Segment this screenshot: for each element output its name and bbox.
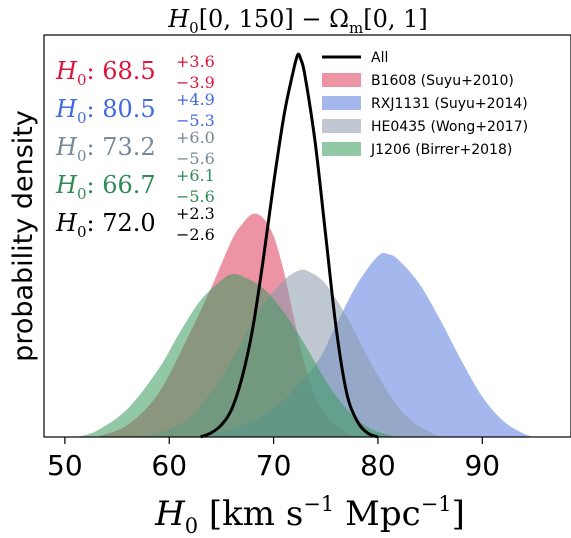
- svg-text:+3.6: +3.6: [176, 52, 215, 71]
- x-axis-ticks: 50 60 70 80 90: [47, 437, 500, 482]
- density-line-all: [199, 52, 379, 439]
- legend-item-all: All: [322, 50, 388, 66]
- legend-item-he0435-wong-2017: HE0435 (Wong+2017): [322, 119, 528, 135]
- plot-frame: [43, 34, 571, 438]
- legend-item-b1608-suyu-2010: B1608 (Suyu+2010): [322, 73, 514, 89]
- legend-swatch: [322, 73, 361, 87]
- svg-text:H0: 72.0: H0: 72.0: [55, 209, 156, 241]
- x-axis-label: H0 [km s−1 Mpc−1]: [154, 492, 465, 538]
- svg-text:H0: 68.5: H0: 68.5: [55, 57, 156, 89]
- x-tick-label: 60: [151, 449, 187, 482]
- h0-estimates: H0: 68.5 +3.6−3.9H0: 80.5 +4.9−5.3H0: 73.2…: [55, 52, 215, 244]
- density-rxj1131-suyu-2014: [190, 252, 535, 437]
- x-tick-label: 90: [464, 449, 500, 482]
- h0-estimate: H0: 68.5 +3.6 −3.9: [55, 52, 215, 92]
- x-tick-label: 70: [256, 449, 292, 482]
- legend-item-rxj1131-suyu-2014: RXJ1131 (Suyu+2014): [322, 96, 528, 112]
- h0-estimate: H0: 66.7 +6.1 −5.6: [55, 166, 215, 206]
- svg-text:+4.9: +4.9: [176, 90, 215, 109]
- h0-estimate: H0: 72.0 +2.3 −2.6: [55, 204, 215, 244]
- y-axis-label: probability density: [8, 110, 39, 362]
- legend-label: All: [371, 50, 388, 66]
- legend-label: B1608 (Suyu+2010): [371, 73, 514, 89]
- legend-label: J1206 (Birrer+2018): [370, 142, 512, 158]
- legend-item-j1206-birrer-2018: J1206 (Birrer+2018): [322, 142, 512, 158]
- density-j1206-birrer-2018: [75, 273, 399, 437]
- legend-swatch: [322, 119, 361, 133]
- legend-label: HE0435 (Wong+2017): [371, 119, 528, 135]
- legend: All B1608 (Suyu+2010) RXJ1131 (Suyu+2014) H…: [322, 50, 528, 158]
- x-tick-label: 50: [47, 449, 83, 482]
- h0-estimate: H0: 80.5 +4.9 −5.3: [55, 90, 215, 130]
- legend-swatch: [322, 142, 361, 156]
- x-tick-label: 80: [360, 449, 396, 482]
- svg-text:+2.3: +2.3: [176, 204, 215, 223]
- svg-text:−2.6: −2.6: [176, 225, 215, 244]
- svg-text:H0: 80.5: H0: 80.5: [55, 95, 156, 127]
- svg-text:H0: 73.2: H0: 73.2: [55, 133, 156, 165]
- h0-estimate: H0: 73.2 +6.0 −5.6: [55, 128, 215, 168]
- svg-text:+6.0: +6.0: [176, 128, 215, 147]
- svg-text:−5.6: −5.6: [176, 187, 215, 206]
- legend-label: RXJ1131 (Suyu+2014): [371, 96, 528, 112]
- legend-swatch: [322, 96, 361, 110]
- density-fills: [75, 213, 535, 437]
- svg-text:−5.6: −5.6: [176, 149, 215, 168]
- density-lines: [199, 52, 379, 439]
- svg-text:H0: 66.7: H0: 66.7: [55, 171, 156, 203]
- svg-text:−3.9: −3.9: [176, 73, 215, 92]
- svg-text:−5.3: −5.3: [176, 111, 215, 130]
- svg-text:+6.1: +6.1: [176, 166, 215, 185]
- chart-title: H0[0, 150] − Ωm[0, 1]: [167, 5, 428, 37]
